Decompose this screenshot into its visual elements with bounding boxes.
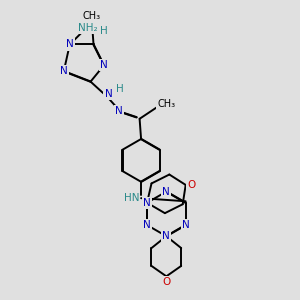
Text: HN: HN (124, 193, 139, 203)
Text: N: N (100, 60, 108, 70)
Text: CH₃: CH₃ (157, 99, 176, 109)
Text: N: N (115, 106, 123, 116)
Text: O: O (187, 180, 195, 190)
Text: N: N (163, 231, 170, 241)
Text: N: N (163, 187, 170, 196)
Text: H: H (116, 84, 124, 94)
Text: N: N (104, 89, 112, 99)
Text: H: H (100, 26, 108, 36)
Text: N: N (143, 198, 151, 208)
Text: N: N (143, 220, 151, 230)
Text: CH₃: CH₃ (83, 11, 101, 21)
Text: N: N (182, 220, 190, 230)
Text: N: N (66, 40, 74, 50)
Text: O: O (162, 277, 170, 287)
Text: N: N (60, 66, 68, 76)
Text: NH₂: NH₂ (78, 23, 98, 33)
